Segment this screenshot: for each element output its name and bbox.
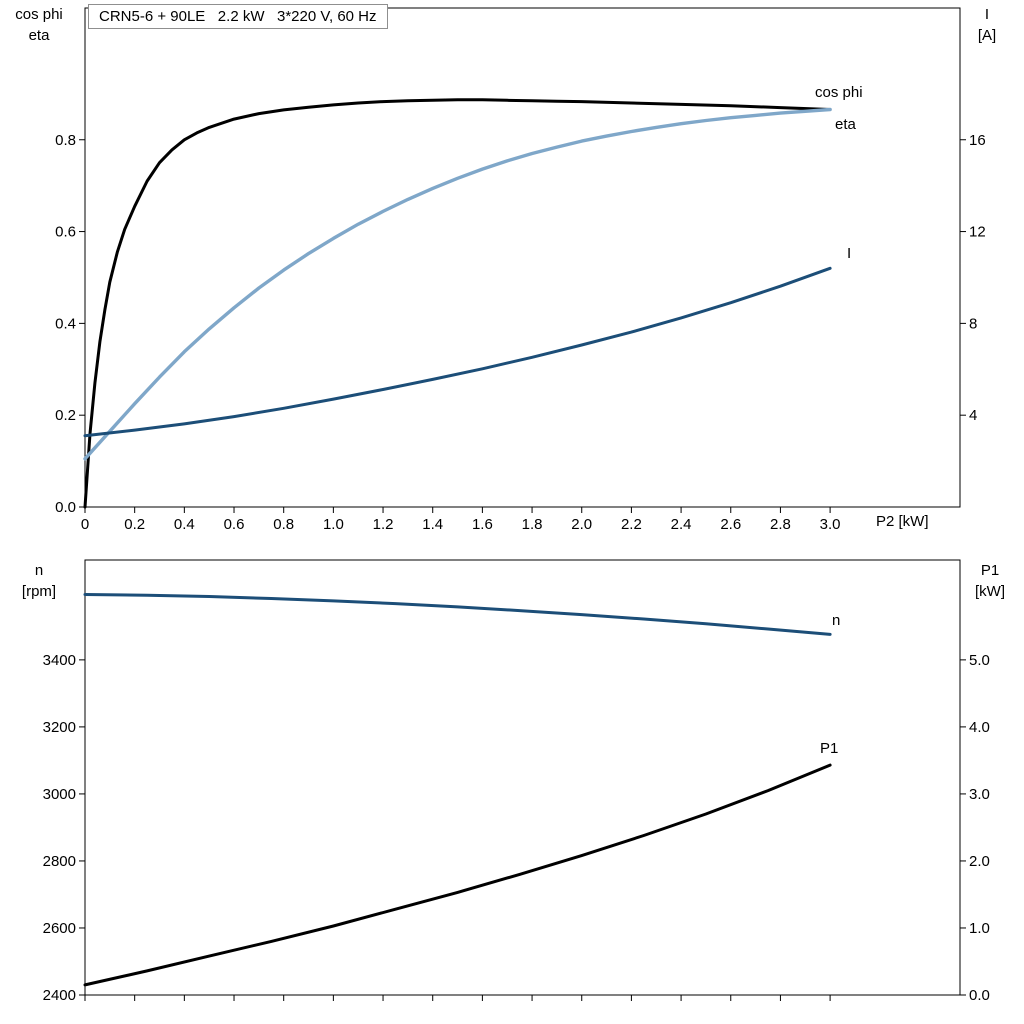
right_axis-tick-label: 16	[969, 132, 986, 149]
x-tick-label: 2.0	[571, 516, 592, 533]
x-tick-label: 1.8	[522, 516, 543, 533]
left_axis-tick-label: 2600	[43, 920, 76, 937]
left_axis-tick-label: 3200	[43, 719, 76, 736]
bottom-left-axis-title: n [rpm]	[4, 560, 74, 602]
x-tick-label: 1.6	[472, 516, 493, 533]
x-tick-label: 2.4	[671, 516, 692, 533]
top-right-axis-title: I [A]	[964, 4, 1010, 46]
x-tick-label: 0	[81, 516, 89, 533]
x-tick-label: 2.6	[720, 516, 741, 533]
bottom-right-axis-title: P1 [kW]	[967, 560, 1013, 602]
left_axis-tick-label: 3400	[43, 652, 76, 669]
curve-label-cos-phi: cos phi	[815, 84, 863, 101]
right_axis-tick-label: 4.0	[969, 719, 990, 736]
axis-title-line: P1	[980, 562, 1000, 579]
left_axis-tick-label: 0.6	[55, 224, 76, 241]
left_axis-tick-label: 0.8	[55, 132, 76, 149]
right_axis-tick-label: 2.0	[969, 853, 990, 870]
curve-label-current: I	[847, 245, 851, 262]
cos-phi-curve	[83, 107, 832, 461]
left_axis-tick-label: 2400	[43, 987, 76, 1004]
right_axis-tick-label: 0.0	[969, 987, 990, 1004]
x-tick-label: 1.4	[422, 516, 443, 533]
curve-label-eta: eta	[835, 116, 857, 133]
axis-title-line: [A]	[977, 27, 997, 44]
axis-title-line: n	[34, 562, 44, 579]
left_axis-tick-label: 0.2	[55, 407, 76, 424]
right_axis-tick-label: 5.0	[969, 652, 990, 669]
axis-title-line: [kW]	[975, 583, 1005, 600]
x-tick-label: 0.2	[124, 516, 145, 533]
left_axis-tick-label: 2800	[43, 853, 76, 870]
left_axis-tick-label: 3000	[43, 786, 76, 803]
x-tick-label: 3.0	[820, 516, 841, 533]
axis-title-line: [rpm]	[21, 583, 57, 600]
x-tick-label: 2.8	[770, 516, 791, 533]
chart-title: CRN5-6 + 90LE 2.2 kW 3*220 V, 60 Hz	[88, 4, 388, 29]
speed-curve	[83, 593, 832, 636]
curve-label-speed: n	[832, 612, 840, 629]
top-left-axis-title: cos phi eta	[6, 4, 72, 46]
x-tick-label: 1.0	[323, 516, 344, 533]
x-tick-label: 0.8	[273, 516, 294, 533]
current-curve	[83, 266, 832, 438]
axis-title-line: I	[984, 6, 990, 23]
right_axis-tick-label: 12	[969, 224, 986, 241]
right_axis-tick-label: 1.0	[969, 920, 990, 937]
motor-top-frame	[84, 7, 961, 508]
x-tick-label: 2.2	[621, 516, 642, 533]
x-tick-label: 1.2	[373, 516, 394, 533]
x-tick-label: 0.4	[174, 516, 195, 533]
motor-bottom-frame	[84, 559, 961, 996]
x-axis-title: P2 [kW]	[876, 513, 929, 530]
axis-title-line: cos phi	[15, 6, 63, 23]
right_axis-tick-label: 3.0	[969, 786, 990, 803]
p1-power-curve	[83, 763, 832, 987]
left_axis-tick-label: 0.4	[55, 315, 76, 332]
left_axis-tick-label: 0.0	[55, 499, 76, 516]
right_axis-tick-label: 8	[969, 315, 977, 332]
right_axis-tick-label: 4	[969, 407, 977, 424]
curve-label-p1-power: P1	[820, 740, 838, 757]
eta-curve	[83, 98, 832, 509]
x-tick-label: 0.6	[224, 516, 245, 533]
axis-title-line: eta	[28, 27, 50, 44]
